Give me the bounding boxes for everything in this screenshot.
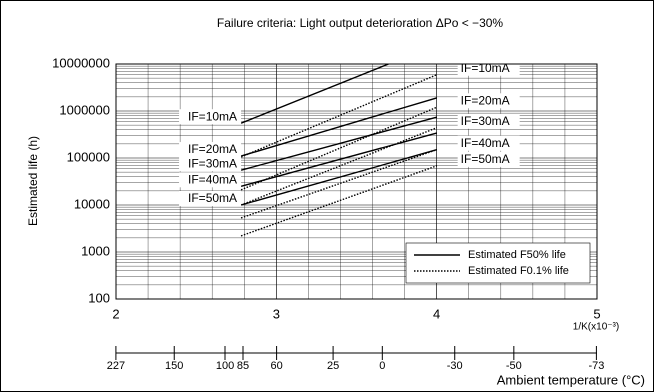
label-bg (179, 142, 242, 158)
legend-label: Estimated F50% life (468, 249, 566, 261)
line-label: IF=40mA (188, 172, 237, 186)
life-line (240, 97, 437, 157)
line-label: IF=40mA (461, 136, 510, 150)
life-line (240, 116, 437, 171)
y-tick-label: 100 (88, 290, 110, 305)
line-label: IF=30mA (461, 114, 510, 128)
label-bg (179, 191, 242, 206)
y-axis-label: Estimated life (h) (26, 136, 40, 226)
life-line (240, 149, 437, 206)
life-line (240, 74, 437, 158)
x2-tick-label: 150 (165, 360, 183, 372)
y-tick-label: 10000 (74, 196, 110, 211)
x2-tick-label: 227 (107, 360, 125, 372)
line-label: IF=30mA (188, 156, 237, 170)
x-tick-label: 2 (112, 306, 119, 321)
x-tick-label: 3 (273, 306, 280, 321)
label-bg (457, 151, 520, 167)
x-tick-label: 4 (433, 306, 440, 321)
line-label: IF=50mA (461, 152, 510, 166)
label-bg (457, 135, 520, 151)
x-tick-label: 5 (593, 306, 600, 321)
x2-tick-label: -50 (506, 360, 522, 372)
label-bg (179, 172, 242, 188)
x2-axis-label: Ambient temperature (°C) (497, 372, 645, 387)
label-bg (457, 60, 520, 76)
y-tick-label: 1000000 (59, 102, 110, 117)
life-line (240, 64, 389, 124)
line-label: IF=20mA (461, 93, 510, 107)
legend-box (405, 242, 591, 284)
x2-tick-label: 0 (379, 360, 385, 372)
x2-tick-label: 60 (270, 360, 282, 372)
legend-label: Estimated F0.1% life (468, 265, 569, 277)
label-bg (457, 113, 520, 129)
y-tick-label: 10000000 (52, 55, 110, 70)
x2-tick-label: 100 (216, 360, 234, 372)
line-label: IF=20mA (188, 142, 237, 156)
life-line (240, 127, 437, 206)
x2-tick-label: 25 (327, 360, 339, 372)
plot-border (115, 63, 598, 300)
life-line (240, 132, 437, 187)
label-bg (457, 93, 520, 109)
x2-tick-label: 85 (237, 360, 249, 372)
line-label: IF=10mA (461, 61, 510, 75)
label-bg (179, 109, 242, 125)
life-line (240, 106, 437, 191)
line-label: IF=50mA (188, 191, 237, 205)
y-tick-label: 100000 (67, 149, 110, 164)
label-bg (179, 156, 242, 172)
x2-tick-label: -73 (588, 360, 604, 372)
line-label: IF=10mA (188, 109, 237, 123)
x2-tick-label: -30 (447, 360, 463, 372)
chart-title: Failure criteria: Light output deteriora… (217, 16, 504, 30)
y-tick-label: 1000 (81, 243, 110, 258)
x-axis-label: 1/K(x10⁻³) (573, 322, 619, 333)
